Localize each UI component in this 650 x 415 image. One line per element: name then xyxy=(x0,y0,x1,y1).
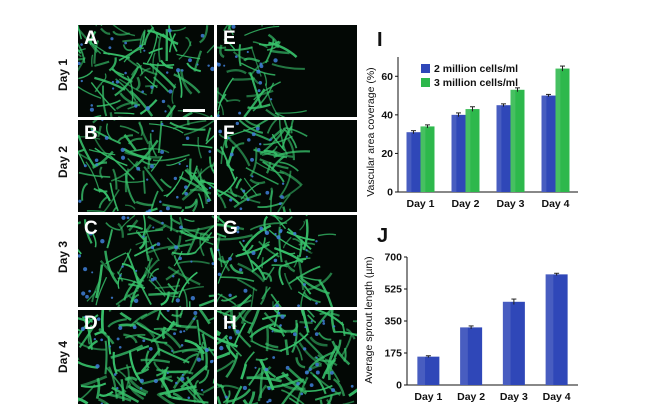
y-tick-label: 0 xyxy=(387,187,393,199)
x-tick-label: Day 3 xyxy=(496,198,524,210)
x-tick-label: Day 3 xyxy=(500,391,528,403)
micrograph-h: H xyxy=(217,310,357,404)
y-tick-label: 40 xyxy=(381,109,393,121)
bar-highlight xyxy=(465,109,471,192)
vessel-network xyxy=(78,25,214,117)
bar xyxy=(406,132,421,192)
micrograph-a: A xyxy=(78,25,214,117)
panel-label-g: G xyxy=(223,218,238,239)
panel-label-c: C xyxy=(84,218,98,239)
panel-label-d: D xyxy=(84,313,98,334)
bar-highlight xyxy=(417,356,426,385)
vessel-network xyxy=(217,215,337,307)
bar xyxy=(417,356,440,385)
row-label-day3: Day 3 xyxy=(56,240,70,274)
bar-highlight xyxy=(510,89,516,192)
micrograph-f: F xyxy=(217,120,357,212)
x-tick-label: Day 4 xyxy=(543,391,571,403)
vessel-network xyxy=(217,25,307,117)
scale-bar xyxy=(183,109,205,112)
bar xyxy=(420,126,435,192)
vessel-network xyxy=(217,120,310,212)
bar xyxy=(545,274,568,385)
legend-label: 2 million cells/ml xyxy=(434,63,518,75)
panel-label-e: E xyxy=(223,28,236,49)
bar xyxy=(502,301,525,385)
y-tick-label: 700 xyxy=(384,252,402,264)
vessel-network xyxy=(217,310,357,404)
row-label-day1: Day 1 xyxy=(56,58,70,92)
row-label-day2: Day 2 xyxy=(56,145,70,179)
bar xyxy=(510,89,525,192)
bar xyxy=(465,109,480,192)
micrograph-d: D xyxy=(78,310,214,404)
legend-swatch xyxy=(421,64,430,73)
y-tick-label: 20 xyxy=(381,148,393,160)
chart-i-ylabel: Vascular area coverage (%) xyxy=(365,67,377,196)
x-tick-label: Day 2 xyxy=(451,198,479,210)
bar-highlight xyxy=(545,274,554,385)
y-tick-label: 350 xyxy=(384,316,402,328)
chart-panel-label-j: J xyxy=(377,225,388,247)
vessel-network xyxy=(78,215,214,307)
chart-vascular-area-coverage: I Vascular area coverage (%) 0 20 40 60 Day … xyxy=(365,29,578,210)
x-tick-label: Day 2 xyxy=(457,391,485,403)
chart-j-ylabel: Average sprout length (µm) xyxy=(363,256,375,383)
bar-highlight xyxy=(406,132,412,192)
panel-label-a: A xyxy=(84,28,98,49)
panel-label-h: H xyxy=(223,313,237,334)
legend-swatch xyxy=(421,78,430,87)
bar xyxy=(451,114,466,192)
chart-average-sprout-length: J Average sprout length (µm) 0 175 350 525 7… xyxy=(363,225,578,403)
bar-highlight xyxy=(451,114,457,192)
bar xyxy=(496,105,511,192)
y-tick-label: 175 xyxy=(384,348,402,360)
bar-highlight xyxy=(555,68,561,192)
vessel-network xyxy=(78,310,214,404)
y-tick-label: 525 xyxy=(384,284,402,296)
x-tick-label: Day 4 xyxy=(541,198,569,210)
y-tick-label: 60 xyxy=(381,71,393,83)
y-tick-label: 0 xyxy=(396,380,402,392)
vessel-network xyxy=(78,120,214,212)
micrograph-c: C xyxy=(78,215,214,307)
bar xyxy=(541,95,556,192)
bar-highlight xyxy=(460,327,468,385)
bar-highlight xyxy=(502,301,511,385)
bar-highlight xyxy=(496,105,502,192)
chart-panel-label-i: I xyxy=(377,29,383,51)
bar-highlight xyxy=(420,126,426,192)
bar xyxy=(555,68,570,192)
x-tick-label: Day 1 xyxy=(406,198,434,210)
bar xyxy=(460,327,483,385)
row-label-day4: Day 4 xyxy=(56,340,70,374)
bar-highlight xyxy=(541,95,547,192)
panel-label-f: F xyxy=(223,123,235,144)
micrograph-b: B xyxy=(78,120,214,212)
micrograph-e: E xyxy=(217,25,357,117)
micrograph-g: G xyxy=(217,215,357,307)
legend-label: 3 million cells/ml xyxy=(434,77,518,89)
x-tick-label: Day 1 xyxy=(414,391,442,403)
panel-label-b: B xyxy=(84,123,98,144)
